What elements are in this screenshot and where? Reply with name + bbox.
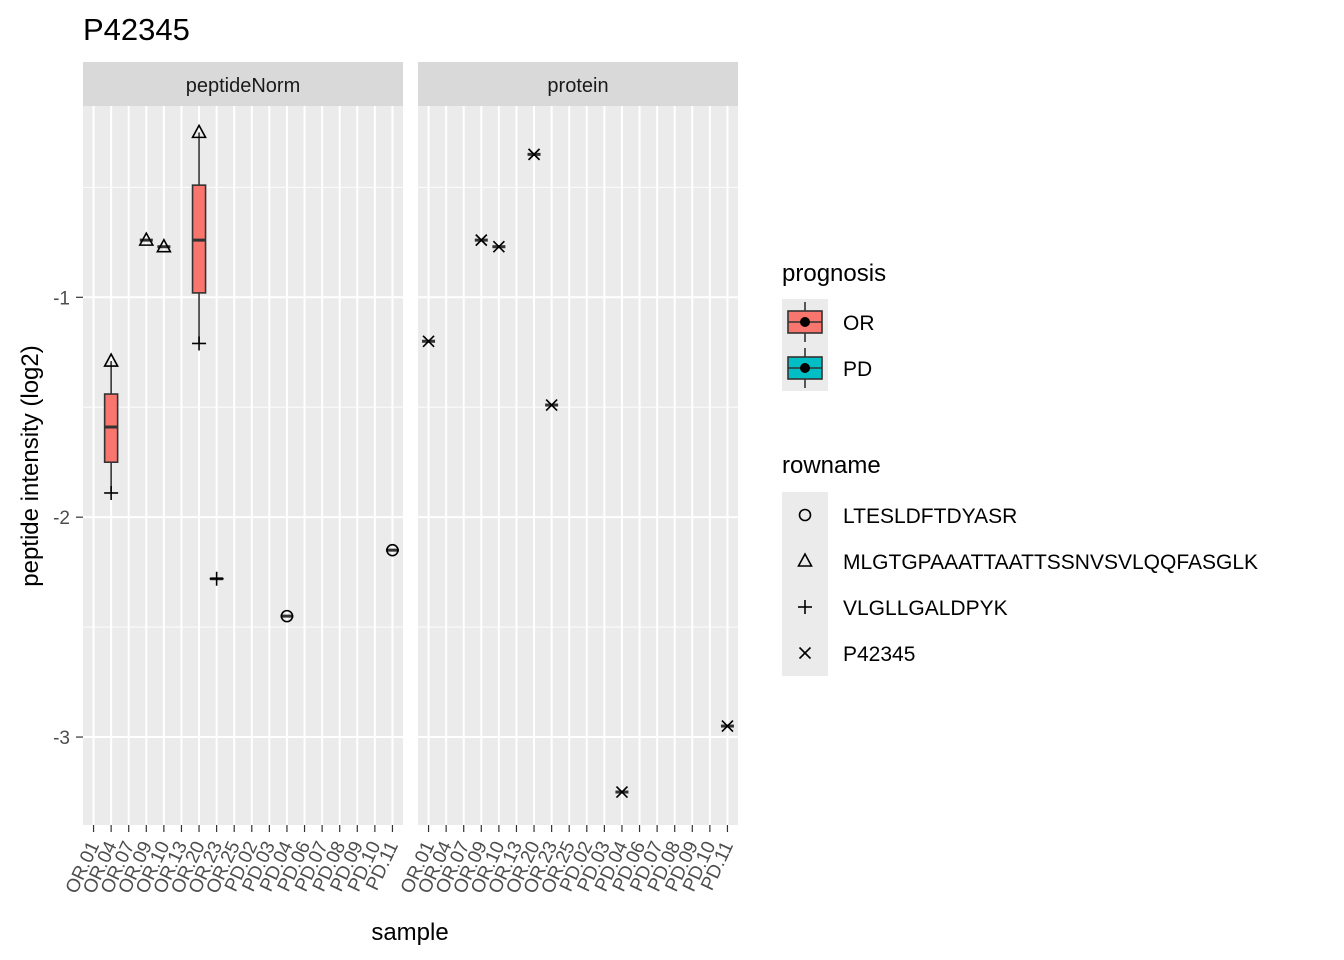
facet-panel-protein: proteinOR.01OR.04OR.07OR.09OR.10OR.13OR.…: [397, 62, 738, 897]
panel-background: [83, 106, 403, 825]
panel-background: [418, 106, 738, 825]
point-mark: [422, 335, 435, 348]
facet-panel-peptideNorm: peptideNormOR.01OR.04OR.07OR.09OR.10OR.1…: [62, 62, 403, 897]
legend-label: MLGTGPAAATTAATTSSNVSVLQQFASGLK: [843, 551, 1258, 574]
point-mark: [545, 398, 558, 412]
chart-title: P42345: [83, 12, 190, 47]
facet-strip: [418, 62, 738, 106]
data-point: [527, 148, 541, 161]
y-axis-label: peptide intensity (log2): [17, 345, 44, 586]
point-mark: [475, 234, 488, 247]
point-mark: [492, 240, 505, 253]
legend-label: OR: [843, 312, 875, 335]
point-mark: [721, 719, 734, 733]
point-mark: [280, 609, 294, 623]
point-mark: [386, 543, 399, 557]
data-point: [191, 123, 207, 139]
legend-title-prognosis: prognosis: [782, 260, 886, 287]
data-point: [386, 543, 399, 557]
legend-shape-circle: [798, 508, 812, 522]
boxplot-OR.20: [191, 132, 207, 344]
legend-shape-plus: [798, 600, 812, 614]
y-tick-label: -3: [53, 728, 70, 749]
y-tick-label: -2: [53, 508, 70, 529]
legend-title-rowname: rowname: [782, 452, 881, 479]
data-point: [280, 609, 294, 623]
data-point: [545, 398, 558, 412]
data-point: [138, 231, 155, 246]
point-mark: [615, 785, 629, 799]
legend-key-background: [782, 538, 828, 584]
legend-key-dot: [800, 363, 810, 373]
legend-label: VLGLLGALDPYK: [843, 597, 1008, 620]
point-mark: [797, 552, 813, 567]
point-mark: [191, 123, 207, 139]
data-point: [422, 335, 435, 348]
point-mark: [527, 148, 541, 161]
data-point: [475, 234, 488, 247]
data-point: [721, 719, 734, 733]
legends: prognosis OR PD rowname LTESLDFTDYASR MLGTGPA…: [782, 260, 1258, 676]
data-point: [192, 336, 207, 351]
facet-strip-label: peptideNorm: [186, 75, 301, 97]
point-mark: [103, 352, 119, 367]
legend-label: P42345: [843, 643, 915, 666]
legend-key-dot: [800, 317, 810, 327]
data-point: [492, 240, 505, 253]
point-mark: [798, 646, 812, 660]
point-mark: [156, 238, 172, 253]
legend-key-OR: [782, 299, 828, 345]
legend-shape-cross: [798, 646, 812, 660]
legend-shape-triangle: [797, 552, 813, 567]
data-point: [615, 785, 629, 799]
data-point: [104, 485, 119, 500]
legend-label: LTESLDFTDYASR: [843, 505, 1017, 528]
point-mark: [138, 231, 155, 246]
data-point: [103, 352, 119, 367]
data-point: [209, 571, 224, 586]
legend-key-background: [782, 492, 828, 538]
x-axis-label: sample: [371, 919, 448, 946]
boxplot-OR.04: [103, 361, 119, 493]
point-mark: [798, 508, 812, 522]
data-point: [156, 238, 172, 253]
legend-key-PD: [782, 345, 828, 391]
facet-strip: [83, 62, 403, 106]
facet-strip-label: protein: [547, 75, 608, 97]
legend-label: PD: [843, 358, 872, 381]
y-tick-label: -1: [53, 288, 70, 309]
